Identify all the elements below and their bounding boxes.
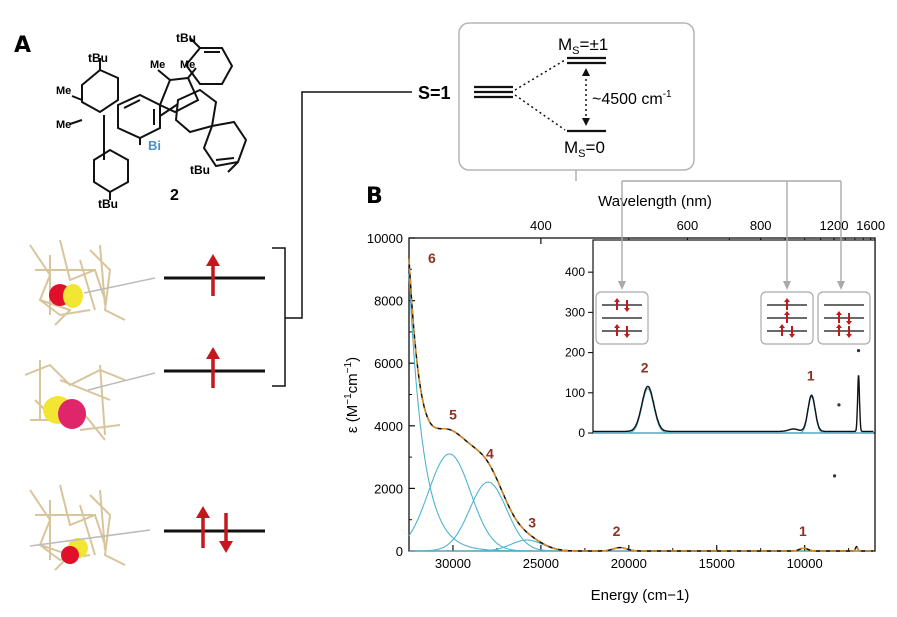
inset-band-label-1: 1 [807, 368, 815, 384]
fit-spectrum [408, 258, 874, 552]
connector-arrowhead-2 [783, 281, 791, 290]
ms-lower-label: MS=0 [564, 138, 605, 160]
inset-band-label-2: 2 [641, 360, 649, 376]
y-tick-label: 4000 [374, 419, 403, 434]
orbital-level-3 [164, 506, 265, 553]
top-tick-label: 1600 [856, 218, 885, 233]
orbital-level-2 [164, 347, 265, 388]
x-tick-label: 25000 [523, 556, 559, 571]
inset-data-dot [856, 348, 861, 353]
spin-arrow-head [624, 308, 630, 312]
compound-number: 2 [170, 187, 179, 204]
molecule-structure [69, 37, 248, 200]
me-label-4: Me [56, 119, 71, 131]
spin-arrow-head [784, 311, 790, 315]
connector-arrowhead-1 [618, 281, 626, 290]
x-tick-label: 10000 [787, 556, 823, 571]
me-label-3: Me [56, 85, 71, 97]
y-tick-label: 6000 [374, 356, 403, 371]
band-label-1: 1 [799, 523, 807, 539]
tbu-label-right: tBu [190, 163, 210, 177]
inset-y-tick-label: 200 [565, 346, 585, 360]
spin-arrow-head [789, 334, 795, 338]
spin-arrow-head [779, 324, 785, 328]
y-tick-label: 2000 [374, 481, 403, 496]
band-label-2: 2 [613, 523, 621, 539]
orbital-level-1 [164, 254, 265, 296]
spin-arrow-head [614, 324, 620, 328]
panel-a-label: A [14, 33, 31, 58]
band-label-5: 5 [449, 407, 457, 423]
inset-data-dot [837, 403, 841, 407]
orbital-image-3 [29, 484, 151, 571]
spin-arrow-head [846, 321, 852, 325]
y-tick-label: 0 [396, 544, 403, 559]
tbu-label-bottom: tBu [98, 197, 118, 211]
spin-arrow-head [836, 324, 842, 328]
bi-atom-label: Bi [148, 138, 161, 153]
inset-y-tick-label: 0 [578, 426, 585, 440]
tbu-label-top: tBu [176, 31, 196, 45]
spin-arrow-head [614, 298, 620, 302]
x-tick-label: 15000 [699, 556, 735, 571]
y-tick-label: 8000 [374, 294, 403, 309]
tbu-label-upper-left: tBu [88, 51, 108, 65]
spin-arrow-head [836, 311, 842, 315]
inset-y-tick-label: 100 [565, 386, 585, 400]
top-tick-label: 600 [677, 218, 699, 233]
inset-y-tick-label: 400 [565, 265, 585, 279]
triplet-bracket [272, 91, 412, 387]
band-label-6: 6 [428, 250, 436, 266]
spin-arrow-head [846, 334, 852, 338]
orbital-image-1 [29, 239, 156, 326]
inset-y-tick-label: 300 [565, 305, 585, 319]
spin-arrow-head [624, 334, 630, 338]
top-tick-label: 1200 [820, 218, 849, 233]
top-axis-label: Wavelength (nm) [598, 193, 712, 210]
band-label-3: 3 [528, 515, 536, 531]
ms-upper-label: MS=±1 [558, 35, 608, 57]
band-label-4: 4 [486, 446, 494, 462]
panel-b-label: B [366, 184, 383, 209]
x-axis-label: Energy (cm−1) [591, 587, 690, 604]
me-label-1: Me [150, 59, 165, 71]
spin-state-label: S=1 [418, 83, 451, 103]
top-tick-label: 400 [530, 218, 552, 233]
component-curve-2 [409, 481, 874, 552]
inset-experimental-spectrum [593, 375, 874, 433]
top-tick-label: 800 [750, 218, 772, 233]
inset-component-2 [593, 396, 874, 434]
orbital-image-2 [24, 360, 156, 441]
x-tick-label: 20000 [611, 556, 647, 571]
me-label-2: Me [180, 59, 195, 71]
data-dot [832, 474, 837, 478]
connector-arrowhead-3 [837, 281, 845, 290]
y-axis-label: ε (M−1cm−1) [343, 357, 361, 433]
spin-arrow-head [784, 298, 790, 302]
y-tick-label: 10000 [367, 231, 403, 246]
zfs-gap-label: ~4500 cm-1 [592, 89, 672, 108]
x-tick-label: 30000 [435, 556, 471, 571]
